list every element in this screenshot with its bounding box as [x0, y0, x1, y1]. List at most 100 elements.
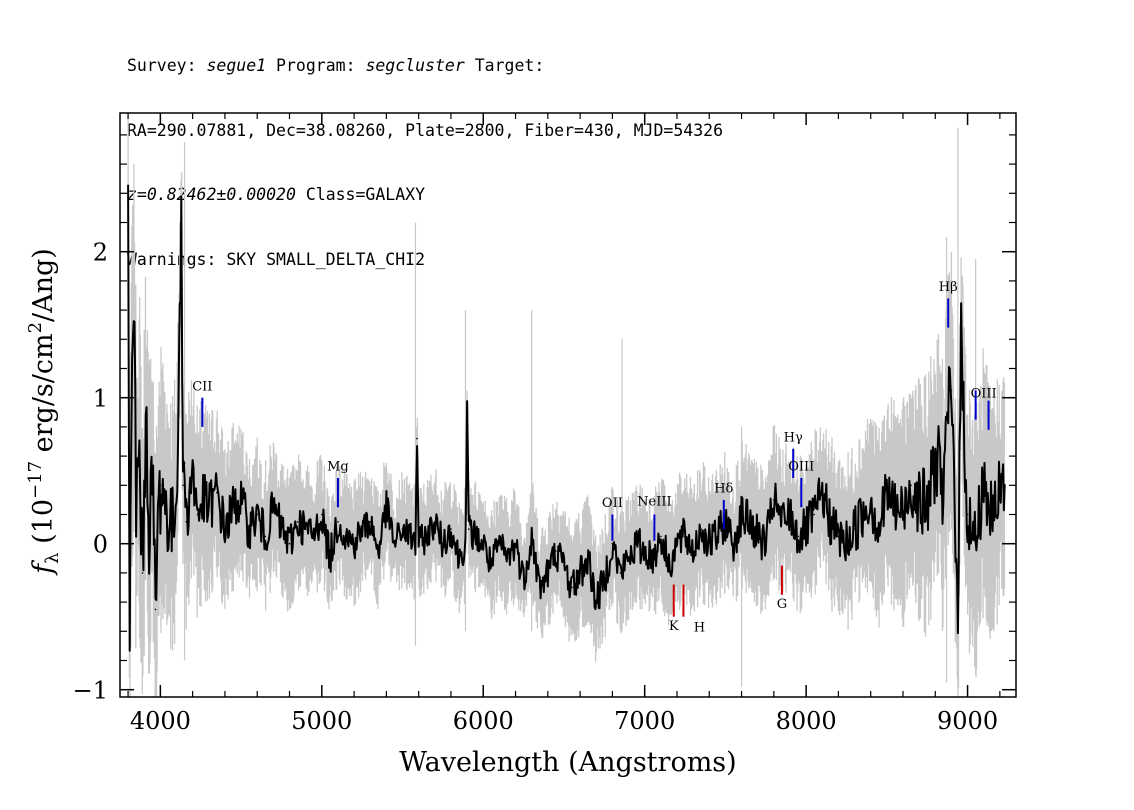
- flux-point: [886, 491, 888, 494]
- flux-series: [127, 184, 1006, 652]
- x-axis-title: Wavelength (Angstroms): [399, 747, 736, 778]
- y-axis: −1 0 1 2: [73, 134, 1016, 705]
- flux-point: [130, 411, 133, 414]
- flux-point: [464, 542, 467, 545]
- flux-point: [280, 528, 283, 530]
- flux-point: [853, 528, 856, 530]
- flux-point: [185, 521, 187, 523]
- flux-point: [256, 513, 259, 516]
- flux-point: [781, 521, 783, 523]
- flux-point: [458, 557, 460, 560]
- flux-point: [764, 542, 767, 545]
- flux-point: [797, 535, 799, 538]
- flux-point: [175, 499, 178, 501]
- line-label: CII: [192, 379, 212, 394]
- flux-point: [953, 499, 956, 501]
- flux-point: [148, 528, 150, 530]
- flux-point: [547, 572, 549, 574]
- flux-point: [474, 535, 476, 538]
- flux-point: [963, 440, 966, 443]
- flux-point: [668, 564, 670, 567]
- flux-point: [748, 521, 751, 523]
- header-line-redshift: z=0.82462±0.00020 Class=GALAXY: [127, 184, 723, 206]
- flux-point: [910, 484, 912, 487]
- flux-point: [414, 542, 417, 545]
- flux-point: [490, 564, 493, 567]
- flux-point: [990, 521, 993, 523]
- flux-point: [571, 586, 573, 589]
- flux-point: [579, 572, 581, 574]
- flux-point: [188, 491, 191, 494]
- flux-point: [232, 506, 234, 509]
- flux-point: [369, 521, 372, 523]
- flux-point: [692, 550, 694, 552]
- flux-point: [982, 477, 985, 479]
- flux-point: [966, 513, 969, 516]
- flux-point: [894, 506, 896, 509]
- flux-point: [805, 528, 807, 530]
- flux-point: [789, 513, 791, 516]
- flux-point: [619, 572, 622, 574]
- line-label: OII: [602, 496, 623, 511]
- flux-point: [135, 499, 137, 501]
- flux-point: [724, 521, 727, 523]
- y-axis-title-sub: λ: [42, 552, 63, 563]
- flux-point: [716, 535, 719, 538]
- flux-point: [145, 411, 147, 414]
- flux-point: [555, 550, 557, 552]
- line-label: OIII: [971, 387, 997, 402]
- flux-point: [442, 542, 444, 545]
- flux-point: [829, 521, 832, 523]
- flux-point: [401, 528, 404, 530]
- x-tick-label: 7000: [614, 707, 675, 735]
- flux-point: [700, 528, 702, 530]
- flux-point: [957, 601, 959, 603]
- flux-point: [563, 564, 565, 567]
- flux-point: [813, 513, 815, 516]
- flux-point: [482, 542, 485, 545]
- flux-point: [861, 513, 864, 516]
- flux-point: [361, 528, 363, 530]
- flux-point: [918, 499, 920, 501]
- redshift-value: z=0.82462±0.00020: [127, 185, 296, 204]
- flux-point: [773, 499, 775, 501]
- line-label: Hγ: [784, 431, 803, 446]
- flux-line: [127, 184, 1006, 652]
- flux-point: [643, 550, 646, 552]
- flux-point: [385, 506, 388, 509]
- y-tick-label: 2: [93, 239, 108, 267]
- line-label: OIII: [788, 460, 814, 475]
- flux-point: [182, 484, 184, 487]
- flux-point: [272, 506, 275, 509]
- flux-point: [837, 535, 840, 538]
- header-line-survey: Survey: segue1 Program: segcluster Targe…: [127, 55, 723, 77]
- y-tick-label: 1: [93, 385, 108, 413]
- program-value: segcluster: [365, 56, 465, 75]
- flux-point: [522, 579, 525, 581]
- flux-point: [877, 528, 880, 530]
- line-label: NeIII: [637, 495, 671, 510]
- flux-point: [288, 542, 291, 545]
- flux-point: [498, 542, 501, 545]
- error-envelope: [127, 113, 1006, 697]
- flux-point: [467, 528, 470, 530]
- flux-point: [425, 535, 428, 538]
- flux-point: [627, 557, 630, 560]
- x-tick-label: 8000: [776, 707, 837, 735]
- survey-label: Survey:: [127, 56, 207, 75]
- program-label: Program:: [266, 56, 366, 75]
- flux-point: [312, 535, 315, 538]
- flux-point: [902, 513, 904, 516]
- flux-point: [660, 535, 662, 538]
- flux-point: [345, 535, 347, 538]
- flux-point: [821, 491, 824, 494]
- flux-point: [127, 199, 129, 202]
- line-annotations: CII Mg OII NeIII Hδ Hγ OIII Hβ OIII K H G: [192, 280, 996, 635]
- flux-point: [166, 513, 168, 516]
- y-axis-title-mid: erg/s/cm: [28, 333, 59, 461]
- flux-point: [201, 499, 204, 501]
- flux-point: [651, 557, 654, 560]
- flux-point: [999, 491, 1001, 494]
- line-label: Hδ: [714, 482, 733, 497]
- flux-point: [304, 528, 307, 530]
